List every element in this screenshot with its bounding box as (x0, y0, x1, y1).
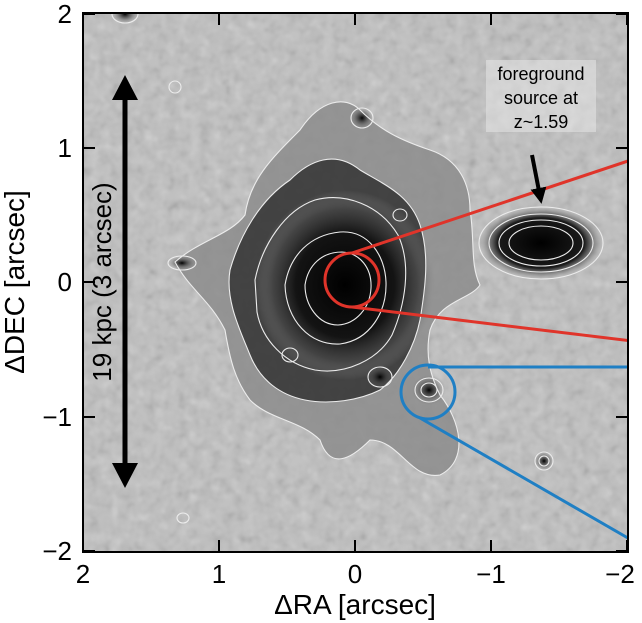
foreground-arrow (530, 154, 547, 204)
compact-source-blue (412, 375, 446, 405)
x-axis-label: ΔRA [arcsec] (274, 589, 436, 620)
contour-lines (111, 13, 604, 524)
blue-zoom-circle (399, 363, 457, 421)
foreground-label-line3: z~1.59 (514, 112, 569, 132)
compact-source-a (366, 365, 394, 389)
scale-bar-top-arrowhead (112, 75, 138, 100)
red-zoom-line-bottom (351, 305, 628, 343)
scale-bar-bottom-arrowhead (112, 463, 138, 488)
y-tick-label: 1 (58, 133, 72, 163)
y-tick-label: −2 (42, 536, 72, 566)
compact-source-c (534, 451, 554, 471)
foreground-label-line1: foreground (497, 64, 584, 84)
x-tick-label: 0 (348, 559, 362, 589)
y-axis-label: ΔDEC [arcsec] (0, 190, 30, 374)
y-tick-label: 2 (58, 0, 72, 29)
compact-source-e (168, 256, 196, 270)
y-tick-label: 0 (58, 267, 72, 297)
x-tick-label: −1 (476, 559, 506, 589)
foreground-label-bg (486, 60, 596, 132)
x-tick-label: −2 (605, 559, 635, 589)
red-zoom-line-top (351, 159, 628, 255)
blue-zoom-line-bottom (419, 416, 628, 540)
foreground-source (479, 207, 603, 279)
galaxy-core (255, 190, 435, 380)
x-tick-label: 1 (212, 559, 226, 589)
compact-source-b (350, 107, 374, 129)
foreground-label-line2: source at (504, 88, 578, 108)
x-tick-label: 2 (76, 559, 90, 589)
y-tick-label: −1 (42, 402, 72, 432)
scale-bar (112, 75, 138, 488)
tick-marks (82, 13, 628, 552)
